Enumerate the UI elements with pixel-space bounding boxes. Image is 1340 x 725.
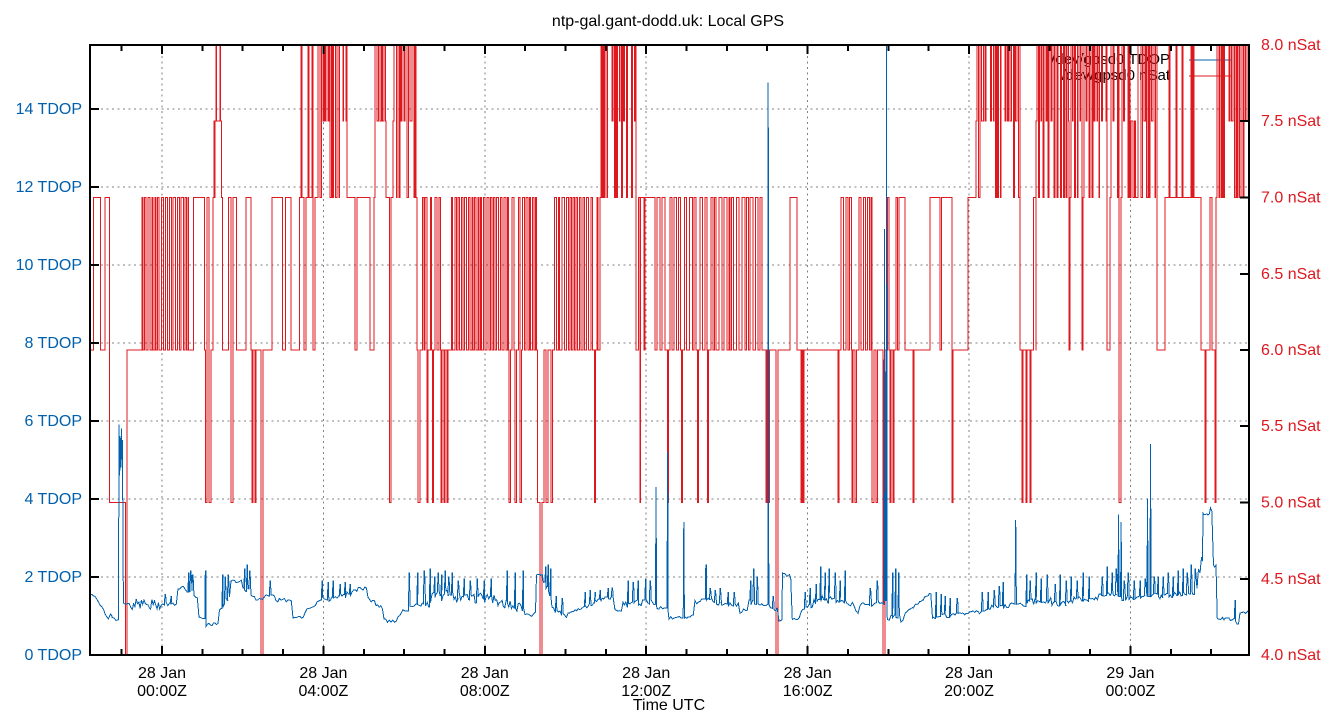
svg-text:28 Jan: 28 Jan: [622, 665, 670, 682]
svg-text:2 TDOP: 2 TDOP: [25, 569, 83, 586]
svg-text:28 Jan: 28 Jan: [945, 665, 993, 682]
svg-text:7.0 nSat: 7.0 nSat: [1261, 190, 1321, 207]
svg-text:4.5 nSat: 4.5 nSat: [1261, 571, 1321, 588]
svg-text:6.0 nSat: 6.0 nSat: [1261, 342, 1321, 359]
svg-text:14 TDOP: 14 TDOP: [16, 101, 82, 118]
svg-text:28 Jan: 28 Jan: [461, 665, 509, 682]
svg-text:28 Jan: 28 Jan: [299, 665, 347, 682]
svg-text:Time UTC: Time UTC: [633, 697, 705, 714]
svg-text:04:00Z: 04:00Z: [298, 683, 348, 700]
svg-text:8 TDOP: 8 TDOP: [25, 335, 83, 352]
svg-text:08:00Z: 08:00Z: [460, 683, 510, 700]
svg-text:16:00Z: 16:00Z: [783, 683, 833, 700]
svg-text:0 TDOP: 0 TDOP: [25, 647, 83, 664]
svg-text:5.0 nSat: 5.0 nSat: [1261, 495, 1321, 512]
svg-text:5.5 nSat: 5.5 nSat: [1261, 418, 1321, 435]
svg-text:10 TDOP: 10 TDOP: [16, 257, 82, 274]
svg-text:20:00Z: 20:00Z: [944, 683, 994, 700]
svg-text:29 Jan: 29 Jan: [1106, 665, 1154, 682]
svg-text:6 TDOP: 6 TDOP: [25, 413, 83, 430]
svg-text:00:00Z: 00:00Z: [137, 683, 187, 700]
svg-text:12 TDOP: 12 TDOP: [16, 179, 82, 196]
svg-text:7.5 nSat: 7.5 nSat: [1261, 113, 1321, 130]
svg-text:8.0 nSat: 8.0 nSat: [1261, 37, 1321, 54]
svg-text:28 Jan: 28 Jan: [784, 665, 832, 682]
svg-text:ntp-gal.gant-dodd.uk: Local GP: ntp-gal.gant-dodd.uk: Local GPS: [552, 13, 784, 30]
svg-text:28 Jan: 28 Jan: [138, 665, 186, 682]
svg-text:4 TDOP: 4 TDOP: [25, 491, 83, 508]
svg-text:12:00Z: 12:00Z: [621, 683, 671, 700]
svg-text:4.0 nSat: 4.0 nSat: [1261, 647, 1321, 664]
svg-text:00:00Z: 00:00Z: [1105, 683, 1155, 700]
svg-text:6.5 nSat: 6.5 nSat: [1261, 266, 1321, 283]
